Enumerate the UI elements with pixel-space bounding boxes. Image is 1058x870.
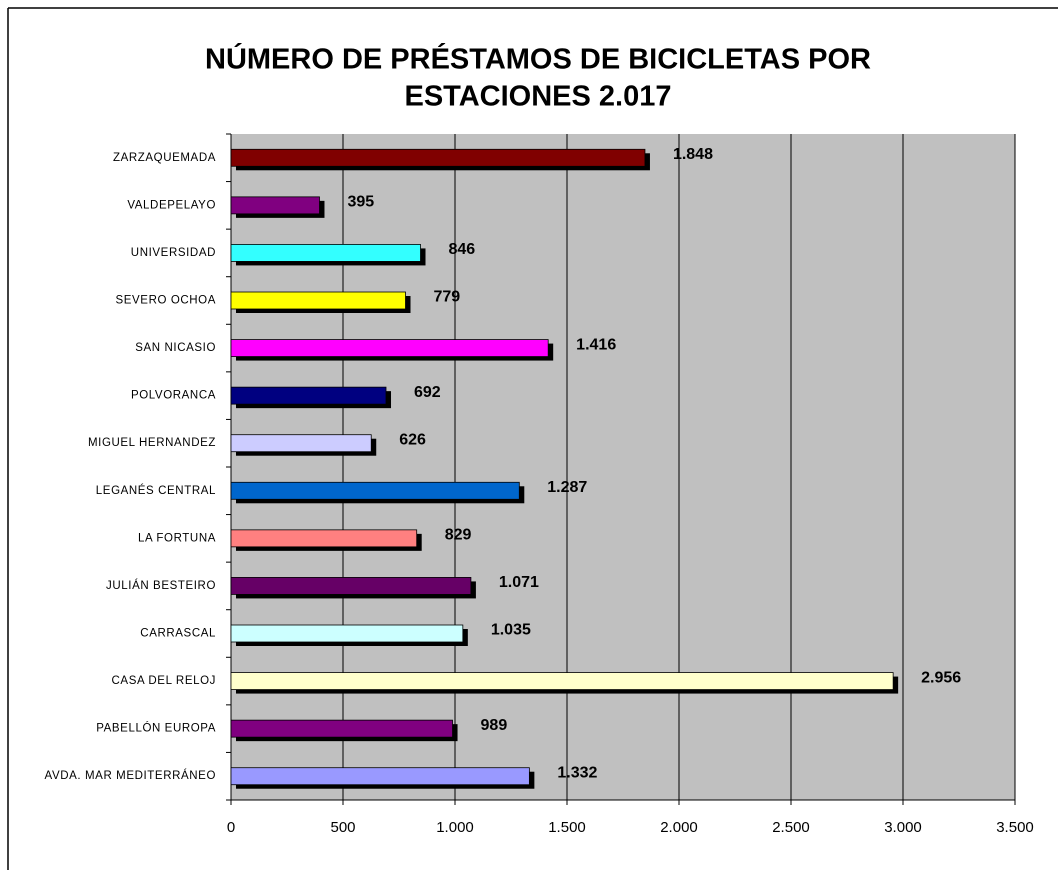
y-tick-label: PABELLÓN EUROPA <box>96 722 216 735</box>
value-label: 829 <box>445 527 472 544</box>
value-label: 1.416 <box>576 336 616 353</box>
x-tick-label: 0 <box>227 819 235 836</box>
y-tick-label: ZARZAQUEMADA <box>113 152 216 164</box>
value-label: 1.287 <box>547 479 587 496</box>
y-tick-label: SAN NICASIO <box>135 342 216 354</box>
value-label: 846 <box>449 241 476 258</box>
chart-title: ESTACIONES 2.017 <box>404 81 671 113</box>
value-label: 2.956 <box>921 669 961 686</box>
y-tick-label: CARRASCAL <box>140 628 216 640</box>
bar <box>230 624 464 643</box>
x-tick-label: 3.500 <box>996 819 1034 836</box>
x-tick-label: 1.000 <box>436 819 474 836</box>
x-tick-label: 1.500 <box>548 819 586 836</box>
value-label: 1.071 <box>499 574 539 591</box>
bar <box>230 196 320 215</box>
value-label: 989 <box>481 717 508 734</box>
bar <box>230 577 472 595</box>
bar <box>230 529 418 548</box>
y-tick-label: MIGUEL HERNANDEZ <box>88 437 216 449</box>
value-label: 779 <box>433 289 460 306</box>
value-label: 1.332 <box>557 764 597 781</box>
bar <box>230 291 406 310</box>
value-label: 1.848 <box>673 146 713 163</box>
bar <box>230 719 453 738</box>
y-tick-label: AVDA. MAR MEDITERRÁNEO <box>45 769 216 782</box>
x-tick-label: 500 <box>330 819 355 836</box>
value-label: 1.035 <box>491 622 531 639</box>
y-tick-label: LEGANÉS CENTRAL <box>96 484 216 497</box>
bar <box>230 386 387 405</box>
value-label: 626 <box>399 431 426 448</box>
x-tick-label: 2.000 <box>660 819 698 836</box>
x-tick-label: 3.000 <box>884 819 922 836</box>
bar <box>230 244 421 262</box>
plot-area <box>231 134 1015 800</box>
chart-title: NÚMERO DE PRÉSTAMOS DE BICICLETAS POR <box>205 42 871 76</box>
y-tick-label: CASA DEL RELOJ <box>112 675 216 687</box>
y-tick-label: LA FORTUNA <box>138 532 216 544</box>
x-tick-label: 2.500 <box>772 819 810 836</box>
bar <box>230 767 530 786</box>
bar <box>230 672 894 690</box>
bar <box>230 481 520 500</box>
value-label: 395 <box>347 194 374 211</box>
bar <box>230 148 646 167</box>
y-tick-label: SEVERO OCHOA <box>116 295 217 307</box>
bar <box>230 434 372 453</box>
value-label: 692 <box>414 384 441 401</box>
bar <box>230 339 549 357</box>
y-tick-label: VALDEPELAYO <box>127 199 216 211</box>
y-tick-label: JULIÁN BESTEIRO <box>106 579 216 592</box>
y-tick-label: POLVORANCA <box>131 390 216 402</box>
y-tick-label: UNIVERSIDAD <box>131 247 216 259</box>
